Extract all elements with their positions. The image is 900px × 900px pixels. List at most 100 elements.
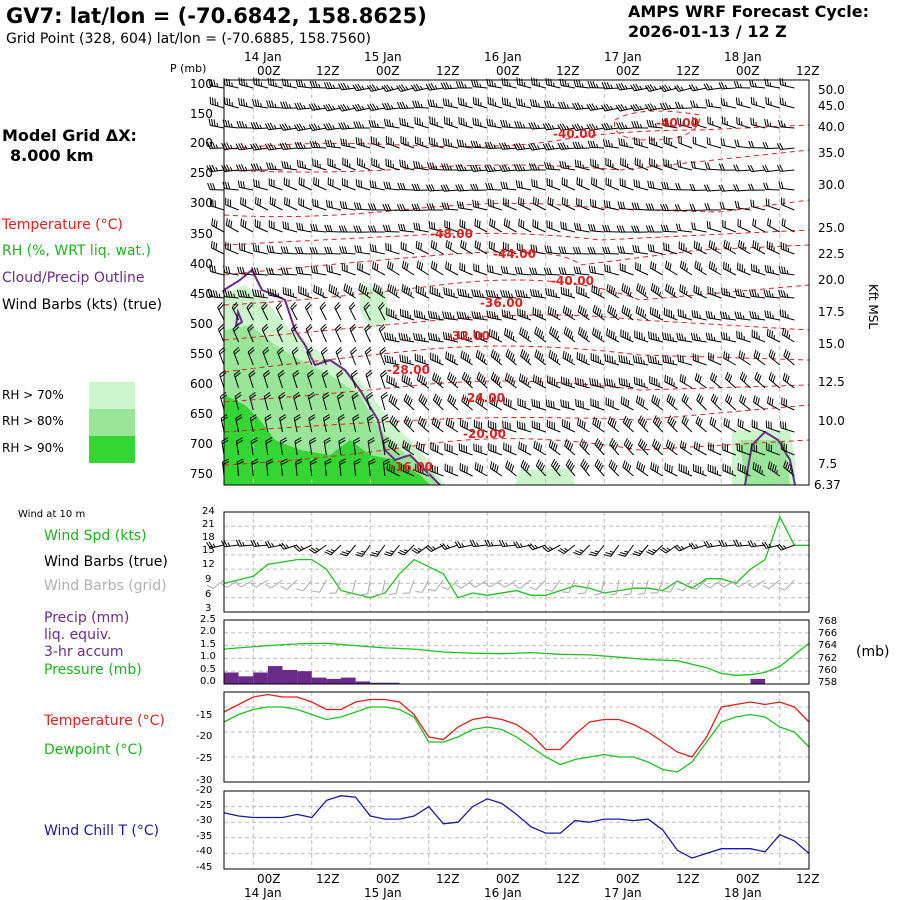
barb-feather bbox=[286, 79, 289, 87]
barb-feather bbox=[668, 395, 672, 403]
barb-feather bbox=[251, 458, 259, 463]
upper-wind-barb bbox=[455, 184, 473, 192]
barb-half-feather bbox=[273, 125, 277, 130]
barb-feather bbox=[608, 329, 611, 337]
barb-feather bbox=[254, 99, 258, 107]
upper-wind-barb bbox=[762, 164, 780, 173]
barb-feather bbox=[334, 323, 341, 330]
barb-feather bbox=[565, 400, 567, 408]
upper-wind-barb bbox=[735, 97, 751, 109]
barb-feather bbox=[652, 356, 655, 364]
wind-tick: 21 bbox=[202, 519, 215, 530]
upper-wind-barb bbox=[429, 286, 444, 299]
barb-feather bbox=[339, 460, 347, 466]
barb-feather bbox=[667, 356, 670, 364]
upper-wind-barb bbox=[515, 98, 532, 109]
barb-feather bbox=[695, 333, 699, 341]
barb-feather bbox=[480, 375, 484, 383]
barb-half-feather bbox=[439, 381, 443, 386]
barb-feather bbox=[235, 143, 240, 151]
barb-half-feather bbox=[376, 123, 379, 128]
upper-wind-barb bbox=[520, 349, 532, 366]
upper-wind-barb bbox=[591, 284, 605, 299]
barb-half-feather bbox=[638, 550, 643, 553]
barb-feather bbox=[330, 200, 333, 208]
upper-wind-barb bbox=[280, 101, 298, 109]
barb-feather bbox=[642, 287, 646, 295]
barb-feather bbox=[308, 124, 314, 131]
barb-feather bbox=[491, 462, 495, 470]
isotherm-label: -16.00 bbox=[390, 460, 433, 474]
upper-wind-barb bbox=[354, 245, 371, 255]
upper-wind-barb bbox=[294, 141, 312, 150]
barb-feather bbox=[238, 97, 241, 105]
barb-feather bbox=[474, 118, 477, 126]
barb-feather bbox=[232, 323, 239, 330]
barb-feather bbox=[691, 222, 694, 230]
upper-wind-barb bbox=[690, 332, 707, 343]
upper-wind-barb bbox=[308, 103, 327, 111]
barb-feather bbox=[352, 394, 359, 400]
upper-wind-barb bbox=[632, 355, 649, 366]
barb-feather bbox=[697, 417, 701, 425]
barb-feather bbox=[553, 401, 555, 409]
barb-feather bbox=[652, 284, 656, 292]
barb-feather bbox=[234, 372, 241, 378]
top-hour-label: 00Z bbox=[496, 64, 520, 78]
barb-feather bbox=[648, 225, 652, 233]
upper-wind-barb bbox=[763, 289, 780, 299]
barb-feather bbox=[388, 376, 391, 384]
barb-feather bbox=[714, 397, 719, 404]
upper-wind-barb bbox=[252, 289, 268, 299]
barb-feather bbox=[594, 593, 602, 596]
barb-feather bbox=[416, 310, 419, 318]
pressure-tick: 300 bbox=[190, 196, 213, 210]
upper-wind-barb bbox=[633, 137, 649, 149]
barb-feather bbox=[415, 83, 421, 91]
upper-wind-barb bbox=[608, 459, 620, 477]
barb-feather bbox=[751, 289, 755, 297]
upper-wind-barb bbox=[783, 349, 795, 366]
barb-feather bbox=[744, 466, 746, 474]
barb-feather bbox=[420, 242, 422, 251]
upper-wind-barb bbox=[529, 267, 546, 276]
barb-feather bbox=[592, 327, 595, 335]
upper-wind-barb bbox=[413, 332, 429, 343]
top-day-label: 15 Jan bbox=[364, 50, 402, 64]
barb-feather bbox=[712, 242, 716, 250]
upper-wind-barb bbox=[427, 99, 444, 109]
barb-feather bbox=[484, 582, 491, 588]
barb-feather bbox=[420, 287, 422, 295]
barb-feather bbox=[517, 289, 521, 297]
station-title: GV7: lat/lon = (-70.6842, 158.8625) bbox=[6, 4, 427, 28]
barb-feather bbox=[563, 326, 567, 334]
barb-feather bbox=[552, 352, 556, 360]
barb-feather bbox=[269, 288, 272, 296]
barb-feather bbox=[381, 85, 387, 92]
barb-feather bbox=[506, 310, 509, 318]
upper-wind-barb bbox=[530, 244, 546, 255]
barb-feather bbox=[490, 182, 494, 190]
upper-wind-barb bbox=[310, 265, 327, 276]
barb-feather bbox=[493, 220, 496, 228]
barb-feather bbox=[399, 159, 402, 167]
upper-wind-barb bbox=[503, 397, 517, 411]
upper-wind-barb bbox=[650, 461, 664, 477]
barb-feather bbox=[323, 416, 331, 422]
barb-feather bbox=[235, 416, 243, 422]
barb-feather bbox=[427, 310, 431, 318]
barb-feather bbox=[771, 330, 774, 338]
barb-half-feather bbox=[538, 103, 540, 108]
barb-feather bbox=[743, 375, 748, 383]
upper-wind-barb bbox=[326, 264, 342, 276]
barb-feather bbox=[521, 244, 524, 252]
barb-feather bbox=[293, 124, 299, 131]
barb-feather bbox=[298, 79, 301, 87]
upper-wind-barb bbox=[459, 262, 473, 276]
barb-feather bbox=[315, 224, 318, 232]
barb-feather bbox=[579, 419, 582, 427]
barb-feather bbox=[464, 289, 467, 297]
barb-feather bbox=[306, 346, 313, 353]
barb-feather bbox=[766, 241, 769, 249]
barb-half-feather bbox=[216, 82, 219, 88]
